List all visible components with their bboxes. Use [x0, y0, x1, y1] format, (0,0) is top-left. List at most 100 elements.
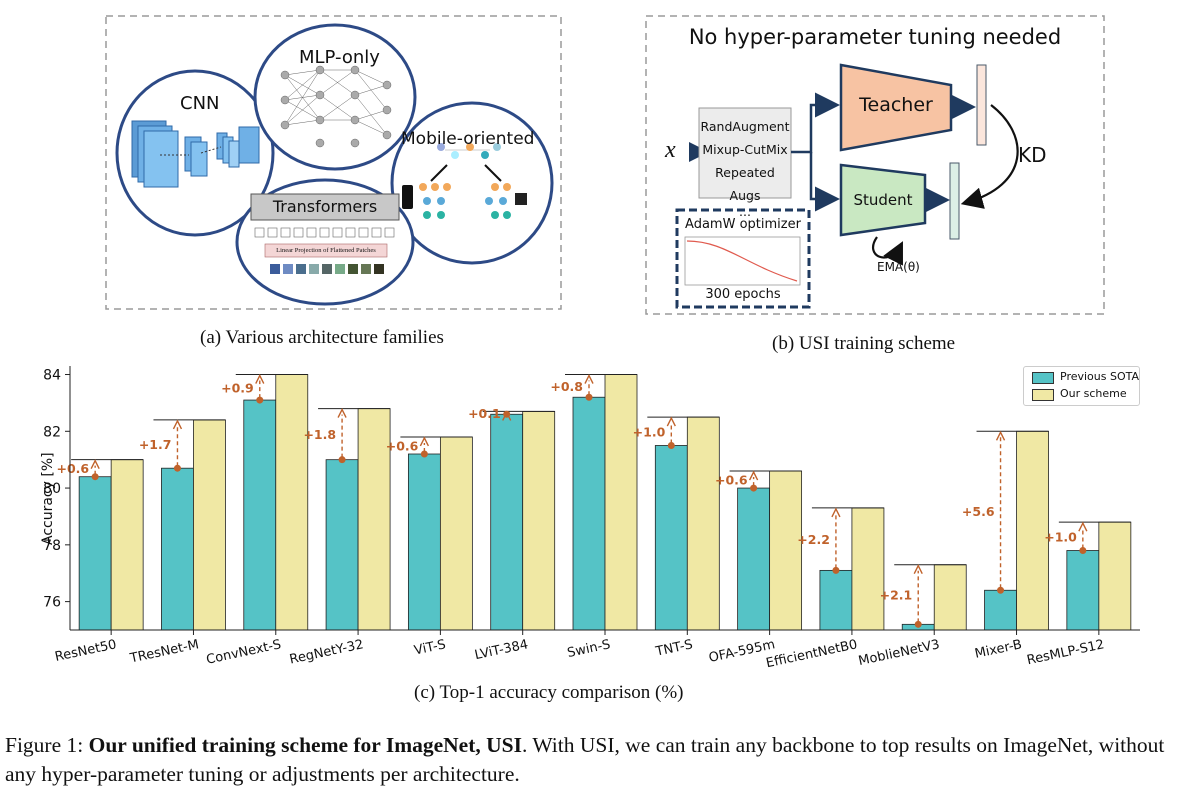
- ema-label: EMA(θ): [877, 260, 920, 274]
- gain-origin-dot: [173, 464, 181, 472]
- mlp-label: MLP-only: [299, 47, 380, 68]
- bar-our-scheme: [110, 459, 144, 631]
- gain-arrow-head: [913, 564, 923, 575]
- y-axis-label: Accuracy [%]: [40, 452, 56, 545]
- y-tick-label: 78: [43, 538, 61, 554]
- student-label: Student: [853, 191, 913, 209]
- mobile-label: Mobile-oriented: [401, 129, 535, 149]
- cnn-layers-icon: [131, 120, 260, 188]
- lr-schedule-plot: [684, 236, 801, 286]
- input-symbol: x: [665, 137, 676, 163]
- figure-caption: Figure 1: Our unified training scheme fo…: [5, 731, 1195, 789]
- x-tick-label: ConvNext-S: [205, 637, 283, 668]
- gain-origin-dot: [91, 473, 99, 481]
- lr-curve: [686, 240, 798, 282]
- mlp-circle: [253, 23, 417, 171]
- bar-previous-sota: [654, 445, 688, 631]
- aug-item: Mixup-CutMix: [702, 142, 788, 157]
- panel-c-caption: (c) Top-1 accuracy comparison (%): [414, 682, 684, 703]
- gain-label: +2.2: [797, 532, 830, 547]
- bar-our-scheme: [522, 411, 556, 631]
- x-tick-label: TResNet-M: [128, 637, 200, 666]
- gain-origin-dot: [1079, 547, 1087, 555]
- gain-arrow-head: [1078, 521, 1088, 532]
- gain-origin-dot: [914, 620, 922, 628]
- augmentation-box: [698, 107, 792, 199]
- gain-label: +1.8: [303, 427, 336, 442]
- panel-a-diagram: [105, 15, 562, 310]
- gain-label: +0.6: [57, 461, 90, 476]
- gain-origin-dot: [750, 484, 758, 492]
- x-tick-label: Swin-S: [566, 637, 612, 661]
- ema-loop-arrow: [872, 236, 903, 266]
- gain-label: +0.8: [550, 379, 583, 394]
- teacher-branch-arrow: [791, 92, 840, 154]
- bar-previous-sota: [78, 476, 112, 631]
- teacher-label: Teacher: [859, 94, 933, 116]
- linear-projection-box: [264, 243, 388, 258]
- bar-our-scheme: [769, 470, 803, 631]
- bar-our-scheme: [193, 419, 226, 631]
- gain-label: +0.9: [221, 380, 254, 395]
- chip-icon: [515, 193, 527, 205]
- panel-b-diagram: [645, 15, 1105, 315]
- gain-origin-dot: [997, 586, 1005, 594]
- legend-swatch-previous: [1032, 372, 1054, 384]
- panel-b-caption: (b) USI training scheme: [772, 333, 956, 354]
- kd-arrow: [960, 104, 1019, 209]
- gain-origin-dot: [585, 393, 593, 401]
- aug-item: ...: [739, 204, 751, 219]
- gain-origin-dot: [256, 396, 264, 404]
- x-tick-label: EfficientNetB0: [765, 637, 859, 671]
- gain-arrow-head: [666, 416, 676, 427]
- gain-origin-dot: [420, 450, 428, 458]
- mlp-network-icon: [280, 65, 392, 148]
- x-tick-label: TNT-S: [653, 637, 694, 660]
- bar-previous-sota: [737, 487, 771, 631]
- epochs-label: 300 epochs: [705, 287, 781, 302]
- accuracy-bar-chart: +0.6 +1.7 +0.9 +1.8 +0.6 +0.1 +0.8 +1.0 +0.6 +2.2…: [43, 366, 1140, 671]
- token-row-icon: [254, 227, 395, 238]
- mobile-circle: [390, 101, 554, 265]
- x-tick-label: ViT-S: [413, 637, 447, 658]
- transformers-label: Transformers: [272, 197, 378, 216]
- gain-label: +1.0: [1044, 529, 1077, 544]
- optimizer-label: AdamW optimizer: [685, 217, 801, 232]
- gain-label: +2.1: [880, 588, 913, 603]
- teacher-block: [839, 63, 953, 152]
- bar-our-scheme: [1016, 430, 1049, 631]
- caption-bold: Our unified training scheme for ImageNet…: [88, 733, 522, 757]
- gain-label: +5.6: [962, 504, 995, 519]
- x-tick-label: LViT-384: [473, 637, 529, 663]
- phone-icon: [402, 185, 413, 209]
- kd-label: KD: [1018, 143, 1047, 167]
- linear-projection-label: Linear Projection of Flattened Patches: [276, 247, 376, 254]
- bar-our-scheme: [439, 436, 473, 631]
- bar-previous-sota: [572, 396, 606, 631]
- panel-a-dashed-border: [105, 15, 562, 310]
- gain-arrow-head: [337, 408, 347, 418]
- gain-arrow-head: [748, 470, 759, 481]
- bar-our-scheme: [851, 507, 885, 631]
- bar-our-scheme: [1098, 521, 1132, 631]
- bar-our-scheme: [604, 374, 638, 631]
- image-patches-icon: [270, 264, 384, 274]
- bar-previous-sota: [325, 459, 359, 631]
- gain-arrow-head: [419, 436, 430, 447]
- student-block: [839, 163, 927, 237]
- x-tick-label: ResMLP-S12: [1026, 637, 1106, 668]
- gain-label: +1.7: [139, 437, 172, 452]
- gain-label: +0.6: [386, 438, 419, 453]
- gain-arrow-head: [995, 430, 1006, 441]
- panel-a-caption: (a) Various architecture families: [200, 327, 444, 348]
- gain-label: +0.6: [715, 473, 748, 488]
- x-tick-label: ResNet50: [54, 637, 118, 665]
- gain-label: +0.1: [468, 406, 501, 421]
- gain-origin-dot: [503, 410, 511, 418]
- x-tick-label: Mixer-B: [974, 637, 1024, 662]
- panel-b-usi-scheme: No hyper-parameter tuning needed x RandA…: [645, 15, 1105, 315]
- student-output-vector: [949, 162, 960, 240]
- aug-item: Repeated Augs: [715, 165, 775, 203]
- caption-rest: . With USI, we can train any backbone to…: [5, 733, 1165, 786]
- bar-previous-sota: [243, 399, 277, 631]
